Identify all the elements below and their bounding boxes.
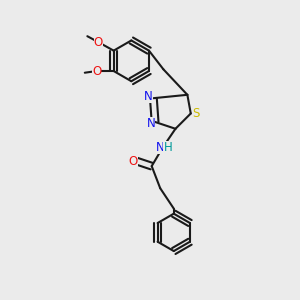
Text: N: N [156, 141, 165, 154]
Text: O: O [92, 64, 101, 77]
Text: N: N [144, 90, 153, 103]
Text: O: O [94, 36, 103, 49]
Text: S: S [192, 107, 200, 120]
Text: N: N [146, 117, 155, 130]
Text: O: O [128, 154, 138, 167]
Text: H: H [164, 141, 172, 154]
